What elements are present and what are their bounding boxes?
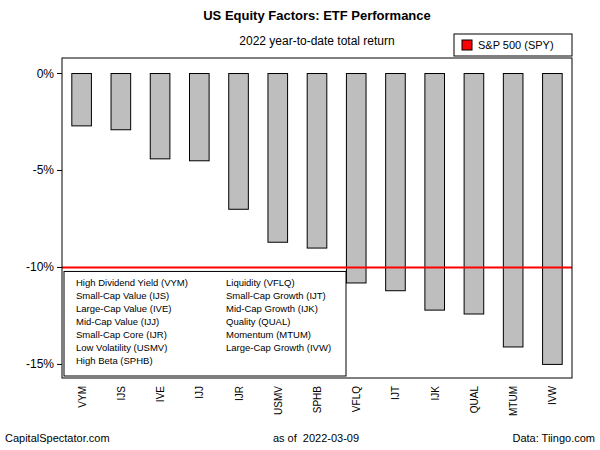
x-tick-label: IJS	[116, 386, 127, 401]
legend-swatch	[462, 40, 472, 50]
x-tick-label: USMV	[273, 386, 284, 415]
key-legend-entry: Large-Cap Growth (IVW)	[226, 342, 331, 353]
bar	[346, 74, 366, 283]
bar	[386, 74, 406, 291]
bar	[464, 74, 484, 314]
x-tick-label: IJK	[430, 386, 441, 401]
key-legend-entry: Small-Cap Core (IJR)	[76, 329, 167, 340]
bar	[307, 74, 327, 249]
key-legend-entry: Liquidity (VFLQ)	[226, 277, 295, 288]
footer-left: CapitalSpectator.com	[5, 432, 110, 444]
bar	[268, 74, 288, 243]
x-tick-label: IVE	[155, 386, 166, 402]
bar	[543, 74, 563, 365]
subtitle: 2022 year-to-date total return	[239, 34, 394, 48]
bar	[72, 74, 92, 126]
y-tick-label: -5%	[33, 163, 55, 177]
bar	[150, 74, 170, 159]
key-legend-entry: High Dividend Yield (VYM)	[76, 277, 188, 288]
footer-center: as of 2022-03-09	[273, 432, 359, 444]
bar	[503, 74, 523, 347]
bar	[111, 74, 131, 130]
key-legend-entry: Low Volatility (USMV)	[76, 342, 167, 353]
x-tick-label: VYM	[77, 386, 88, 408]
y-tick	[57, 267, 62, 268]
x-tick-label: IVW	[547, 385, 558, 404]
x-tick-label: IJR	[234, 386, 245, 401]
y-tick-label: 0%	[37, 67, 55, 81]
legend-box	[454, 34, 572, 56]
key-legend-entry: Mid-Cap Value (IJJ)	[76, 316, 159, 327]
x-tick-label: IJJ	[194, 386, 205, 399]
key-legend-entry: Momentum (MTUM)	[226, 329, 311, 340]
chart: US Equity Factors: ETF Performance 2022 y…	[0, 0, 600, 450]
x-tick-label: VFLQ	[351, 386, 362, 412]
key-legend-entry: Mid-Cap Growth (IJK)	[226, 303, 318, 314]
x-tick-label: IJT	[390, 386, 401, 400]
x-tick-label: QUAL	[469, 386, 480, 414]
background	[0, 0, 600, 450]
key-legend-entry: Small-Cap Growth (IJT)	[226, 290, 326, 301]
reference-line	[62, 266, 572, 268]
y-tick	[57, 170, 62, 171]
key-legend-entry: High Beta (SPHB)	[76, 355, 153, 366]
bar	[229, 74, 249, 210]
bar	[425, 74, 445, 311]
y-tick	[57, 364, 62, 365]
x-tick-label: MTUM	[508, 386, 519, 416]
footer-right: Data: Tiingo.com	[512, 432, 595, 444]
key-legend-entry: Large-Cap Value (IVE)	[76, 303, 171, 314]
title: US Equity Factors: ETF Performance	[203, 8, 431, 23]
y-tick-label: -15%	[26, 357, 54, 371]
x-tick-label: SPHB	[312, 386, 323, 414]
plot-frame	[62, 58, 572, 378]
bar	[190, 74, 210, 161]
key-legend-entry: Quality (QUAL)	[226, 316, 290, 327]
legend-label: S&P 500 (SPY)	[478, 39, 554, 51]
y-tick	[57, 73, 62, 74]
y-tick-label: -10%	[26, 260, 54, 274]
key-legend-box	[64, 271, 346, 376]
key-legend-entry: Small-Cap Value (IJS)	[76, 290, 169, 301]
